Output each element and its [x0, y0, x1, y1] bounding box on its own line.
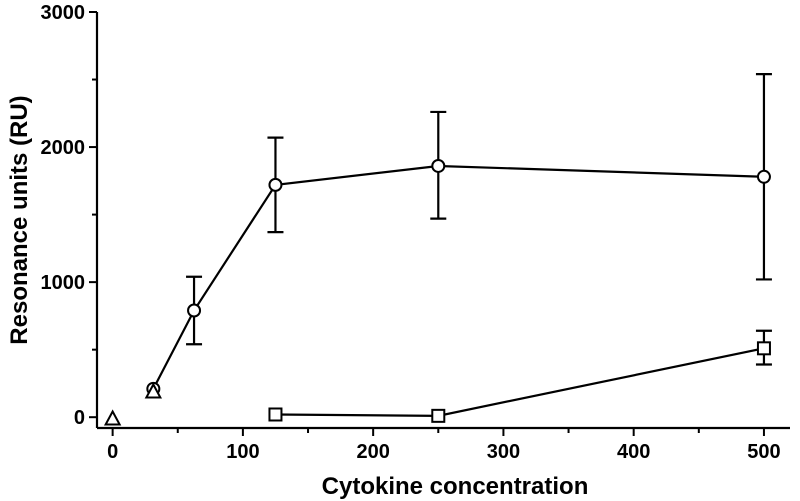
- series-square: [268, 329, 772, 423]
- y-tick-label: 1000: [41, 272, 86, 294]
- x-axis-label: Cytokine concentration: [322, 473, 589, 500]
- x-tick-label: 400: [617, 441, 650, 463]
- data-point-circle: [431, 158, 446, 173]
- data-point-square: [756, 341, 771, 356]
- x-tick-label: 100: [226, 441, 259, 463]
- y-axis-label: Resonance units (RU): [6, 95, 33, 344]
- series-circle: [146, 73, 772, 396]
- data-point-circle: [756, 169, 771, 184]
- x-tick-label: 200: [356, 441, 389, 463]
- data-point-circle: [268, 177, 283, 192]
- series-line: [275, 347, 765, 417]
- data-point-square: [268, 407, 283, 422]
- data-point-triangle: [144, 382, 163, 399]
- x-tick-label: 0: [107, 441, 118, 463]
- x-tick-label: 300: [487, 441, 520, 463]
- series-triangle: [103, 382, 163, 426]
- axes: 0 100 200 300 400 500 0 1000 2000 3000: [41, 2, 790, 463]
- y-tick-label: 0: [74, 407, 85, 429]
- y-tick-label: 2000: [41, 137, 86, 159]
- data-point-square: [431, 408, 446, 423]
- x-tick-label: 500: [747, 441, 780, 463]
- data-point-circle: [187, 303, 202, 318]
- series-line: [152, 164, 764, 390]
- y-tick-label: 3000: [41, 2, 86, 24]
- plot-series: [103, 73, 772, 426]
- data-point-triangle: [103, 409, 122, 426]
